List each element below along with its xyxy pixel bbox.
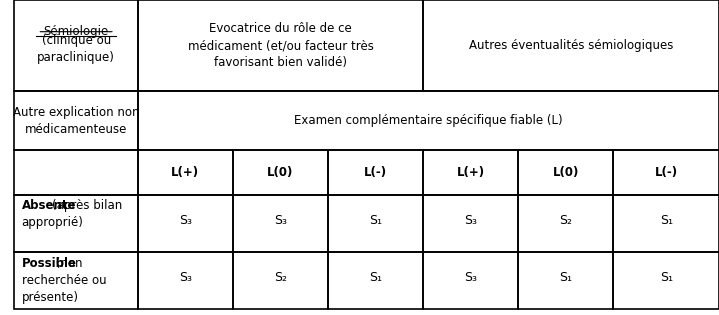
Text: S₂: S₂: [274, 271, 287, 284]
Text: (clinique ou
paraclinique): (clinique ou paraclinique): [37, 34, 115, 64]
Bar: [613, 150, 719, 195]
Bar: [518, 150, 613, 195]
Bar: [233, 252, 328, 309]
Text: Autre explication non
médicamenteuse: Autre explication non médicamenteuse: [13, 106, 139, 135]
Bar: [518, 252, 613, 309]
Text: S₁: S₁: [369, 214, 382, 227]
Text: Possible: Possible: [22, 257, 76, 270]
Text: S₁: S₁: [559, 271, 572, 284]
Bar: [138, 195, 233, 252]
Bar: [613, 195, 719, 252]
Bar: [138, 150, 233, 195]
Bar: [423, 252, 518, 309]
Bar: [423, 150, 518, 195]
Text: (après bilan
approprié): (après bilan approprié): [22, 199, 122, 229]
Text: S₃: S₃: [274, 214, 287, 227]
Text: S₂: S₂: [559, 214, 572, 227]
Text: S₁: S₁: [659, 214, 673, 227]
Bar: [14, 91, 138, 150]
Bar: [328, 252, 423, 309]
Text: L(0): L(0): [267, 166, 293, 179]
Bar: [233, 150, 328, 195]
Text: S₃: S₃: [464, 271, 477, 284]
Text: L(+): L(+): [171, 166, 199, 179]
Bar: [138, 252, 233, 309]
Bar: [14, 150, 138, 195]
Bar: [138, 91, 719, 150]
Text: Evocatrice du rôle de ce
médicament (et/ou facteur très
favorisant bien validé): Evocatrice du rôle de ce médicament (et/…: [188, 22, 373, 69]
Bar: [423, 195, 518, 252]
Text: S₃: S₃: [464, 214, 477, 227]
Bar: [14, 0, 138, 91]
Text: L(-): L(-): [654, 166, 678, 179]
Bar: [138, 0, 423, 91]
Bar: [328, 150, 423, 195]
Text: (non
recherchée ou
présente): (non recherchée ou présente): [22, 257, 106, 304]
Text: Sémiologie: Sémiologie: [44, 25, 109, 38]
Text: S₁: S₁: [659, 271, 673, 284]
Text: L(+): L(+): [457, 166, 485, 179]
Text: S₃: S₃: [179, 271, 192, 284]
Text: Examen complémentaire spécifique fiable (L): Examen complémentaire spécifique fiable …: [294, 114, 563, 127]
Bar: [423, 0, 719, 91]
Text: Autres éventualités sémiologiques: Autres éventualités sémiologiques: [469, 39, 673, 52]
Bar: [518, 195, 613, 252]
Bar: [328, 195, 423, 252]
Text: L(-): L(-): [364, 166, 387, 179]
Bar: [233, 195, 328, 252]
Text: S₃: S₃: [179, 214, 192, 227]
Text: Absente: Absente: [22, 199, 76, 212]
Bar: [14, 195, 138, 252]
Text: L(0): L(0): [553, 166, 579, 179]
Bar: [14, 252, 138, 309]
Text: S₁: S₁: [369, 271, 382, 284]
Bar: [613, 252, 719, 309]
